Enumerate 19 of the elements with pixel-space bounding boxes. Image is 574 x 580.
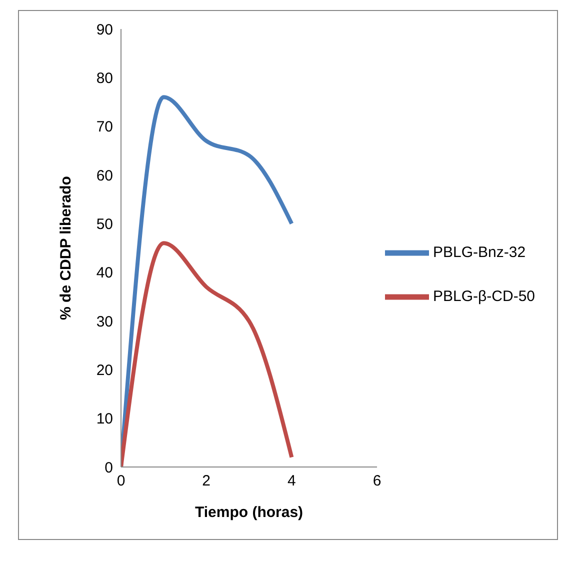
- x-axis-title: Tiempo (horas): [194, 504, 304, 521]
- y-tick-label: 30: [96, 313, 113, 330]
- line-series: [121, 241, 294, 467]
- y-tick-label: 70: [96, 118, 113, 136]
- x-tick-label: 2: [202, 472, 211, 490]
- y-tick-label: 90: [96, 21, 113, 38]
- legend-label: PBLG-β-CD-50: [433, 288, 535, 305]
- y-tick-label: 80: [96, 70, 113, 87]
- y-tick-label: 20: [96, 362, 113, 379]
- x-tick-label: 4: [288, 472, 296, 490]
- x-tick-label: 6: [372, 472, 382, 490]
- legend-label: PBLG-Bnz-32: [433, 244, 526, 261]
- y-tick-label: 50: [96, 216, 113, 233]
- y-tick-label: 40: [96, 264, 113, 282]
- y-tick-label: 60: [96, 167, 113, 184]
- x-tick-label: 0: [116, 472, 126, 490]
- y-tick-label: 0: [104, 459, 113, 476]
- y-axis-title: % de CDDP liberado: [57, 176, 74, 320]
- y-tick-label: 10: [96, 410, 113, 428]
